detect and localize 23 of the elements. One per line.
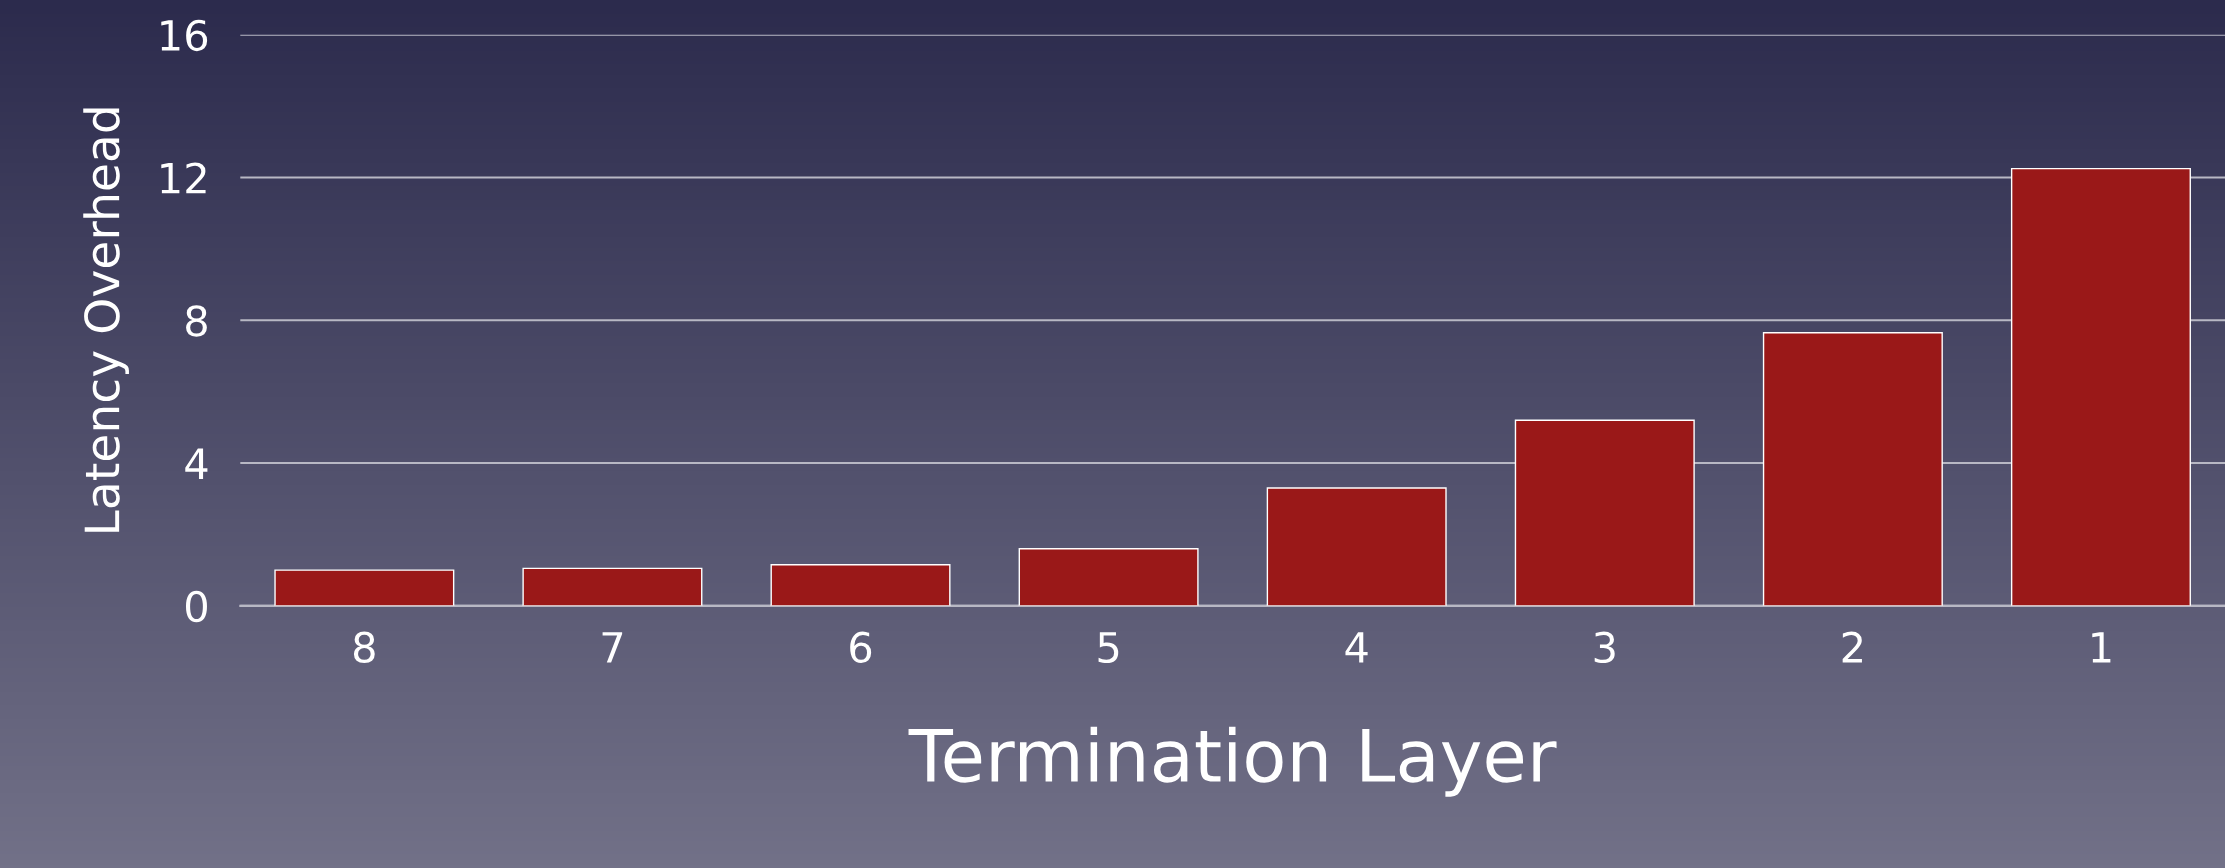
bar: [274, 569, 455, 606]
y-tick-label: 4: [185, 448, 208, 479]
x-tick-label: 1: [2092, 632, 2111, 663]
y-tick-label: 0: [185, 590, 207, 623]
x-tick-label: 2: [1842, 631, 1862, 663]
bar: [522, 567, 703, 606]
y-axis-title: Latency Overhead: [83, 108, 129, 532]
bar: [770, 564, 951, 606]
x-tick-label: 4: [1345, 632, 1368, 663]
bar: [1762, 332, 1943, 606]
bar: [1266, 487, 1447, 606]
bar: [2010, 167, 2191, 606]
x-tick-label: 8: [353, 631, 375, 664]
bar: [1018, 548, 1199, 606]
x-tick-label: 3: [1594, 631, 1615, 664]
bar: [1514, 419, 1695, 606]
y-tick-label: 12: [161, 162, 206, 194]
x-axis-title: Termination Layer: [908, 726, 1557, 797]
x-tick-label: 7: [602, 632, 623, 663]
x-tick-label: 6: [850, 631, 872, 664]
x-tick-label: 5: [1098, 632, 1119, 664]
y-tick-label: 16: [161, 19, 208, 52]
y-tick-label: 8: [186, 305, 207, 337]
